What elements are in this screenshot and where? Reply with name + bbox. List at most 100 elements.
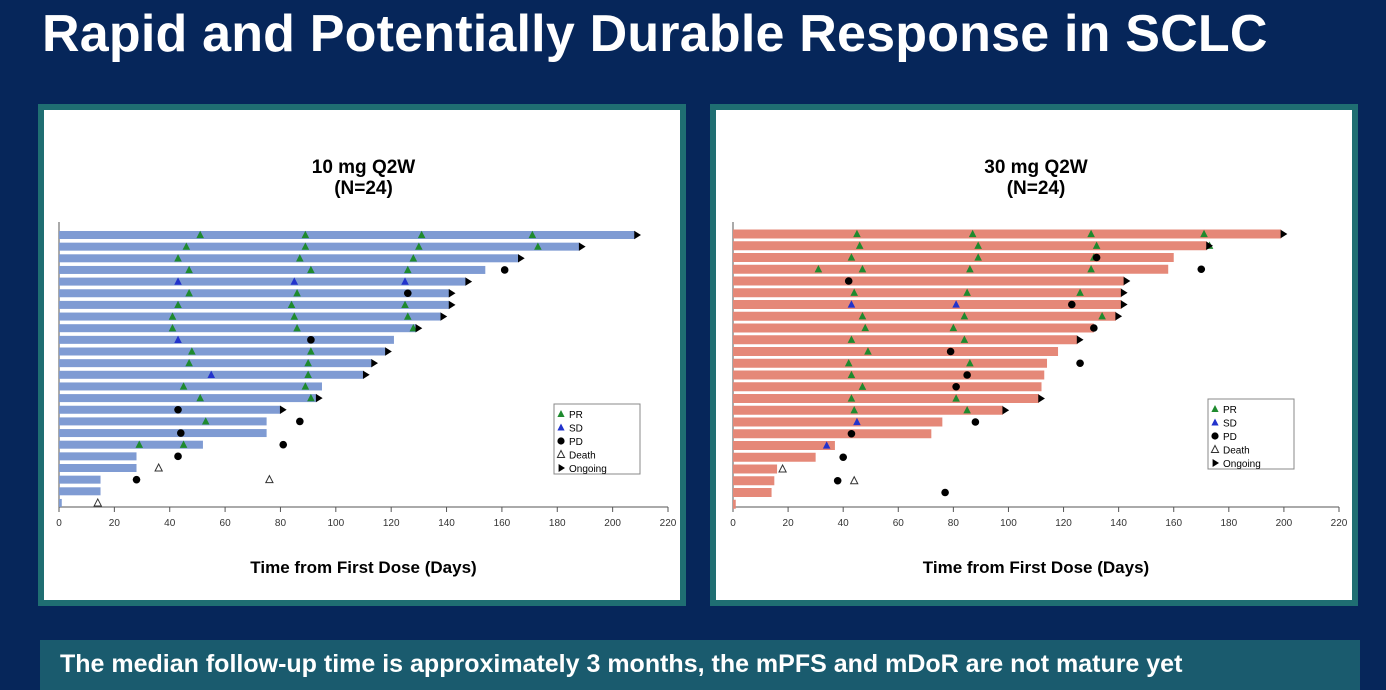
pr-marker <box>963 406 971 414</box>
x-tick-label: 100 <box>1000 518 1017 529</box>
sd-marker <box>853 417 861 426</box>
legend-sd-symbol <box>557 423 565 431</box>
legend-pd-symbol <box>1211 432 1219 440</box>
pr-marker <box>858 265 867 273</box>
swimmer-chart-10mg: 10 mg Q2W(N=24) 0 20 40 60 80 100 120 140 160 180 2… <box>56 157 677 577</box>
pr-marker <box>528 230 537 239</box>
pr-marker <box>168 312 177 320</box>
pd-marker <box>971 418 980 426</box>
patient-bar <box>733 358 1048 368</box>
ongoing-marker <box>279 405 287 414</box>
pr-marker <box>534 242 542 250</box>
pd-marker <box>941 488 949 497</box>
patient-bar <box>59 312 442 321</box>
pr-marker <box>179 440 188 448</box>
patient-bar <box>733 394 1039 403</box>
pr-marker <box>307 393 315 402</box>
pr-marker <box>974 241 982 249</box>
pr-marker <box>847 394 856 402</box>
patient-bar <box>59 464 137 472</box>
patient-bar <box>59 359 372 368</box>
x-tick-label: 20 <box>109 518 121 529</box>
legend-ongoing-symbol <box>558 464 565 472</box>
ongoing-marker <box>362 370 370 379</box>
x-tick-label: 220 <box>660 518 677 529</box>
pd-marker <box>403 289 412 298</box>
ongoing-marker <box>1280 229 1288 239</box>
pr-marker <box>185 358 193 367</box>
pr-marker <box>861 323 869 332</box>
x-tick-label: 180 <box>1220 518 1237 529</box>
ongoing-marker <box>448 289 456 298</box>
pr-marker <box>850 288 858 296</box>
ongoing-marker <box>448 300 456 310</box>
pr-marker <box>968 229 977 238</box>
pd-marker <box>177 429 185 437</box>
pr-marker <box>1087 265 1095 273</box>
legend-box <box>1207 398 1295 470</box>
patient-bar <box>733 417 943 427</box>
patient-bar <box>59 440 203 449</box>
patient-bar <box>733 300 1122 309</box>
pd-marker <box>833 476 842 485</box>
legend-ongoing-symbol <box>1212 459 1219 467</box>
x-tick-label: 200 <box>604 518 621 529</box>
pd-marker <box>1090 324 1098 332</box>
legend-pd-symbol <box>557 437 565 445</box>
x-tick-label: 80 <box>275 518 287 529</box>
pr-marker <box>1076 288 1084 296</box>
pr-marker <box>301 230 310 239</box>
pr-marker <box>174 300 182 309</box>
chart-title-10mg: 10 mg Q2W <box>312 157 416 178</box>
patient-bar <box>59 300 450 309</box>
ongoing-marker <box>371 358 379 368</box>
pr-marker <box>1092 241 1101 249</box>
pr-marker <box>304 370 312 378</box>
patient-bar <box>59 277 466 286</box>
ongoing-marker <box>1002 406 1010 415</box>
x-tick-label: 20 <box>783 518 795 529</box>
patient-bar <box>733 452 816 462</box>
pr-marker <box>858 312 867 320</box>
pr-marker <box>301 382 310 390</box>
legend-label-ongoing: Ongoing <box>569 464 607 475</box>
pr-marker <box>307 265 315 274</box>
legend-pr-symbol <box>1211 405 1219 412</box>
patient-bar <box>733 253 1174 262</box>
page-title: Rapid and Potentially Durable Response i… <box>42 5 1268 63</box>
chart-subtitle-30mg: (N=24) <box>1007 178 1066 199</box>
x-tick-label: 120 <box>1055 518 1072 529</box>
patient-bar <box>733 311 1116 321</box>
patient-bar <box>733 441 835 450</box>
pr-marker <box>290 312 299 320</box>
pr-marker <box>201 417 210 425</box>
pr-marker <box>847 370 856 379</box>
pd-marker <box>952 382 960 391</box>
legend-label-death: Death <box>569 451 596 462</box>
patient-bar <box>59 347 386 356</box>
sd-marker <box>401 277 409 285</box>
ongoing-marker <box>1038 394 1045 403</box>
x-tick-label: 120 <box>383 518 400 529</box>
ongoing-marker <box>1076 335 1084 344</box>
death-marker <box>849 475 859 485</box>
chart-panel-10mg: 10 mg Q2W (N=24) 0 20 40 60 80 100 120 140 160 180 2… <box>38 104 686 606</box>
x-tick-label: 140 <box>438 518 455 529</box>
ongoing-marker <box>315 393 323 403</box>
pr-marker <box>293 289 301 297</box>
patient-bar <box>59 242 580 251</box>
death-marker <box>154 462 164 472</box>
x-tick-label: 220 <box>1331 518 1348 529</box>
pr-marker <box>293 324 301 332</box>
x-tick-label: 200 <box>1276 518 1293 529</box>
legend-label-death: Death <box>1223 446 1250 457</box>
pr-marker <box>1200 229 1208 238</box>
pd-marker <box>307 336 315 344</box>
swimmer-chart-30mg: 30 mg Q2W(N=24) 0 20 40 60 80 100 120 140 160 180 2… <box>730 157 1348 577</box>
patient-bar <box>733 276 1125 286</box>
ongoing-marker <box>1120 288 1128 297</box>
patient-bar <box>59 429 267 438</box>
pr-marker <box>185 289 193 297</box>
pr-marker <box>304 358 312 367</box>
patient-bar <box>733 323 1094 333</box>
